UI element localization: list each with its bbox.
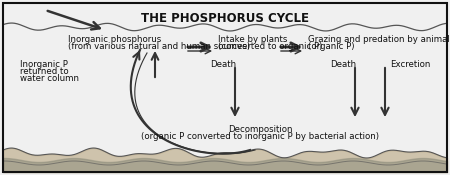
Text: Inorganic phosphorus: Inorganic phosphorus: [68, 35, 161, 44]
Text: Inorganic P: Inorganic P: [20, 60, 68, 69]
Text: (organic P): (organic P): [308, 42, 355, 51]
Text: Intake by plants: Intake by plants: [218, 35, 288, 44]
Text: Death: Death: [210, 60, 236, 69]
Text: Grazing and predation by animals: Grazing and predation by animals: [308, 35, 450, 44]
Text: Death: Death: [330, 60, 356, 69]
Text: (organic P converted to inorganic P by bacterial action): (organic P converted to inorganic P by b…: [141, 132, 379, 141]
Text: Excretion: Excretion: [390, 60, 430, 69]
Text: water column: water column: [20, 74, 79, 83]
Text: returned to: returned to: [20, 67, 68, 76]
Text: (converted to organic P): (converted to organic P): [218, 42, 322, 51]
Text: THE PHOSPHORUS CYCLE: THE PHOSPHORUS CYCLE: [141, 12, 309, 25]
Text: Decomposition: Decomposition: [228, 125, 292, 134]
Text: (from various natural and human sources): (from various natural and human sources): [68, 42, 250, 51]
